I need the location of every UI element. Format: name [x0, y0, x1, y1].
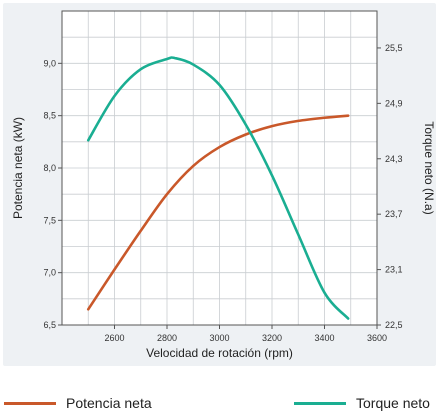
- legend-item-torque: Torque neto: [294, 392, 430, 414]
- chart-panel: 2600 2800 3000 3200 3400 3600 6,5 7,0 7,5 8,0 8,5 9…: [3, 3, 436, 366]
- legend-label-torque: Torque neto: [356, 395, 430, 411]
- y-axis-left-label: Potencia neta (kW): [11, 117, 25, 219]
- y-right-tick-label: 23,1: [385, 265, 403, 275]
- legend: Potencia neta Torque neto: [0, 392, 440, 414]
- x-tick-label: 3000: [209, 333, 229, 343]
- x-tick-label: 3200: [262, 333, 282, 343]
- y-left-tick-label: 8,5: [43, 111, 56, 121]
- axes: [58, 10, 381, 329]
- tick-labels: 2600 2800 3000 3200 3400 3600 6,5 7,0 7,5 8,0 8,5 9…: [43, 43, 402, 343]
- y-axis-right-label: Torque neto (N.a): [422, 121, 436, 214]
- y-left-tick-label: 6,5: [43, 320, 56, 330]
- y-right-tick-label: 24,3: [385, 154, 403, 164]
- y-left-tick-label: 7,0: [43, 268, 56, 278]
- x-tick-label: 3400: [314, 333, 334, 343]
- legend-swatch-torque: [294, 401, 346, 405]
- legend-swatch-potencia: [4, 401, 56, 405]
- grid: [62, 11, 377, 325]
- legend-label-potencia: Potencia neta: [66, 395, 152, 411]
- x-axis-label: Velocidad de rotación (rpm): [146, 346, 293, 360]
- y-right-tick-label: 25,5: [385, 43, 403, 53]
- series-line-potencia-neta: [86, 114, 350, 311]
- y-right-tick-label: 24,9: [385, 98, 403, 108]
- x-tick-label: 3600: [367, 333, 387, 343]
- y-left-tick-label: 9,0: [43, 58, 56, 68]
- chart-svg: 2600 2800 3000 3200 3400 3600 6,5 7,0 7,5 8,0 8,5 9…: [11, 10, 436, 360]
- legend-item-potencia: Potencia neta: [4, 392, 152, 414]
- x-tick-label: 2800: [157, 333, 177, 343]
- y-right-tick-label: 22,5: [385, 320, 403, 330]
- x-tick-label: 2600: [104, 333, 124, 343]
- series-line-torque-neto: [86, 56, 350, 320]
- y-left-tick-label: 7,5: [43, 215, 56, 225]
- series-lines: [86, 56, 350, 320]
- y-right-tick-label: 23,7: [385, 209, 403, 219]
- y-left-tick-label: 8,0: [43, 163, 56, 173]
